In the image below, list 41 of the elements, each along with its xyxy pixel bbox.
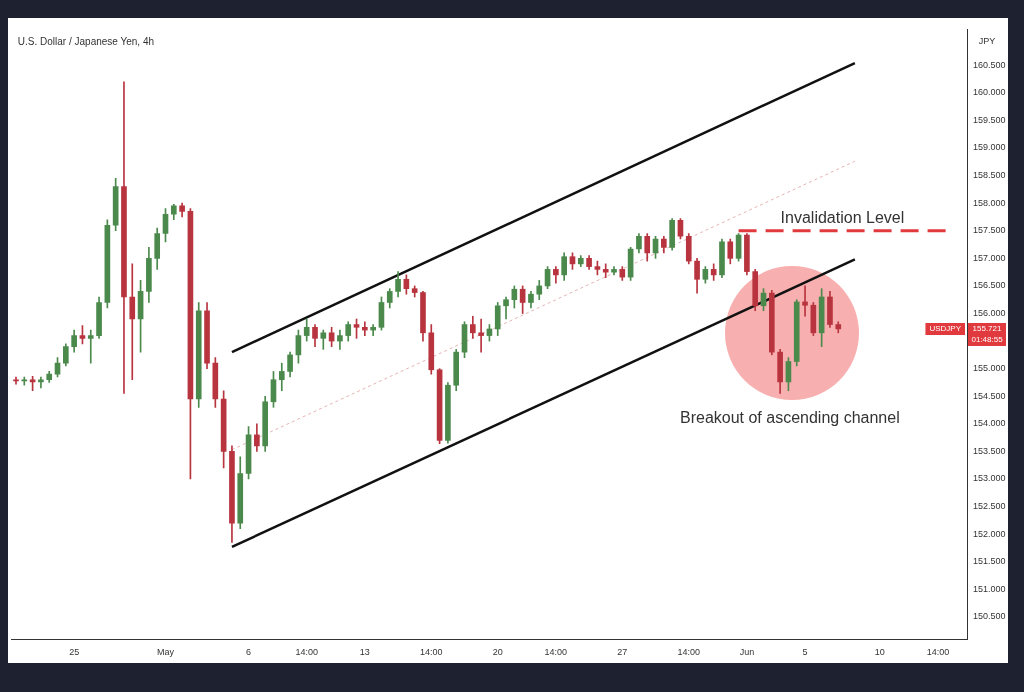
x-tick-label: 14:00 (295, 646, 318, 657)
y-tick-label: 150.500 (973, 611, 1006, 622)
y-tick-label: 153.000 (973, 473, 1006, 484)
y-tick-label: 154.500 (973, 390, 1006, 401)
y-tick-label: 159.500 (973, 114, 1006, 125)
y-tick-label: 156.500 (973, 280, 1006, 291)
y-tick-label: 158.500 (973, 170, 1006, 181)
y-tick-label: 160.000 (973, 87, 1006, 98)
x-tick-label: Jun (739, 646, 755, 657)
annotation: USDJPY (929, 324, 962, 334)
x-tick-label: 5 (802, 646, 808, 657)
y-tick-label: 156.000 (973, 308, 1006, 318)
x-tick-label: 25 (69, 646, 80, 657)
x-tick-label: 10 (874, 646, 885, 657)
x-tick-label: 14:00 (677, 646, 701, 657)
y-tick-label: 158.000 (973, 197, 1006, 208)
y-tick-label: 151.500 (973, 556, 1006, 567)
y-tick-label: 154.000 (973, 418, 1006, 429)
annotation: 155.721 (972, 324, 1003, 334)
annotation: Breakout of ascending channel (679, 408, 900, 426)
y-tick-label: 160.500 (973, 59, 1006, 70)
x-tick-label: 14:00 (544, 646, 568, 657)
x-tick-label: 6 (246, 646, 252, 657)
x-tick-label: 13 (359, 646, 370, 657)
y-tick-label: 157.000 (973, 252, 1006, 263)
y-tick-label: 157.500 (973, 225, 1006, 236)
y-tick-label: 152.000 (973, 528, 1006, 539)
y-axis-title: JPY (978, 36, 996, 47)
x-tick-label: 14:00 (926, 646, 950, 657)
x-tick-label: 14:00 (420, 646, 443, 657)
x-tick-label: May (156, 646, 175, 657)
x-tick-label: 20 (492, 646, 503, 657)
y-tick-label: 159.000 (973, 142, 1006, 153)
text: 01:48:55 (971, 335, 1004, 345)
y-tick-label: 152.500 (973, 501, 1006, 512)
series-label: Invalidation Level (780, 209, 905, 227)
text: U.S. Dollar / Japanese Yen, 4h (17, 36, 155, 48)
y-tick-label: 155.000 (973, 363, 1006, 374)
x-tick-label: 27 (617, 646, 628, 657)
y-tick-label: 153.500 (973, 445, 1006, 456)
y-tick-label: 151.000 (973, 583, 1006, 594)
